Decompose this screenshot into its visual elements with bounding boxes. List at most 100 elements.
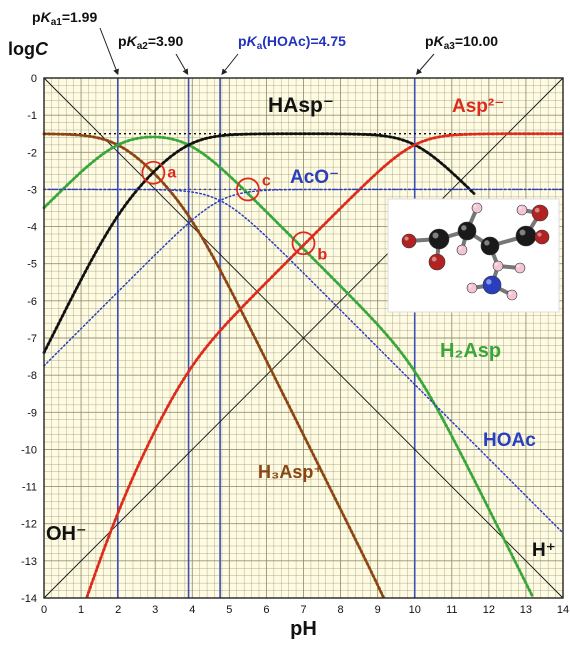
series-label-h: H⁺: [532, 540, 556, 561]
curve-dots-h3asp: [42, 132, 386, 600]
annotation-circle: [291, 231, 316, 256]
nitrogen-atom: [482, 275, 502, 295]
y-tick-label: -5: [27, 259, 37, 271]
y-tick-label: -8: [27, 370, 37, 382]
hydrogen-atom: [516, 204, 528, 216]
y-tick-label: -2: [27, 147, 37, 159]
atom-highlight: [461, 225, 467, 231]
atom-highlight: [534, 207, 540, 213]
hydrogen-atom: [514, 262, 526, 274]
series-label-oh: OH⁻: [46, 523, 87, 545]
hydrogen-atom: [471, 202, 483, 214]
curve-dots-hasp: [42, 132, 476, 355]
atom-highlight: [468, 284, 472, 288]
series-label-h2asp: H₂Asp: [440, 340, 501, 362]
reference-lines: [43, 77, 564, 599]
y-tick-label: -9: [27, 407, 37, 419]
pka-label: pKa2=3.90: [118, 33, 183, 52]
atom-highlight: [508, 291, 512, 295]
oxygen-atom: [428, 253, 446, 271]
x-tick-label: 9: [375, 604, 381, 616]
atom-highlight: [537, 232, 542, 237]
atom-highlight: [458, 246, 462, 250]
atom-highlight: [404, 236, 409, 241]
hydrogen-atom: [506, 289, 518, 301]
axis-titles: pH logC: [8, 39, 317, 640]
y-tick-label: -13: [21, 556, 37, 568]
atom-highlight: [519, 229, 526, 236]
carbon-atom: [480, 236, 500, 256]
atom-highlight: [473, 204, 477, 208]
oxygen-atom: [401, 233, 417, 249]
y-tick-labels: 0 -1 -2 -3 -4 -5 -6 -7 -8 -9 -10 -11 -12 -13 -14: [21, 73, 37, 605]
pka-arrow: [415, 53, 435, 75]
x-tick-label: 5: [226, 604, 232, 616]
x-tick-label: 13: [520, 604, 532, 616]
atom-highlight: [518, 206, 522, 210]
series-label-hasp: HAsp⁻: [268, 94, 334, 117]
y-tick-label: -12: [21, 519, 37, 531]
atom-highlight: [432, 232, 439, 239]
x-tick-label: 14: [557, 604, 569, 616]
x-tick-label: 10: [409, 604, 421, 616]
carbon-atom: [515, 225, 537, 247]
x-tick-label: 6: [263, 604, 269, 616]
x-tick-label: 12: [483, 604, 495, 616]
atom-highlight: [516, 264, 520, 268]
oh-minus-line: [43, 77, 564, 599]
hydrogen-atom: [456, 244, 468, 256]
series-label-asp2: Asp²⁻: [452, 96, 504, 117]
x-tick-label: 4: [189, 604, 195, 616]
y-axis-title: logC: [8, 39, 49, 59]
curve-hoac: [43, 188, 564, 534]
atom-highlight: [494, 262, 498, 266]
annotation-circle: [141, 160, 166, 185]
atom-highlight: [486, 279, 492, 285]
annotation-circle: [235, 177, 260, 202]
y-tick-label: -10: [21, 444, 37, 456]
series-label-aco: AcO⁻: [290, 167, 339, 188]
molecule-image: [387, 198, 560, 313]
annotation-label: a: [167, 165, 176, 182]
x-tick-label: 1: [78, 604, 84, 616]
hydrogen-atom: [492, 260, 504, 272]
series-label-h3asp: H₃Asp⁺: [258, 462, 323, 482]
y-tick-label: -4: [27, 222, 37, 234]
pka-label: pKa3=10.00: [425, 33, 498, 52]
annotation-label: b: [318, 246, 328, 263]
series-curves: [42, 132, 565, 600]
x-tick-label: 3: [152, 604, 158, 616]
y-tick-label: -1: [27, 110, 37, 122]
curve-aco: [43, 188, 564, 367]
oxygen-atom: [531, 204, 549, 222]
curve-dots-asp2: [85, 132, 565, 599]
hydrogen-atom: [466, 282, 478, 294]
atom-highlight: [484, 240, 490, 246]
x-tick-label: 11: [446, 604, 457, 616]
x-tick-label: 7: [300, 604, 306, 616]
y-tick-label: 0: [31, 73, 37, 85]
y-tick-label: -11: [22, 482, 37, 494]
x-tick-label: 0: [41, 604, 47, 616]
pka-labels: pKa1=1.99 pKa2=3.90 pKa(HOAc)=4.75 pKa3=10.…: [32, 9, 498, 76]
pka-label: pKa(HOAc)=4.75: [238, 33, 346, 52]
plot-frame: [43, 77, 564, 599]
carbon-atom: [457, 221, 477, 241]
pka-arrow: [99, 27, 119, 76]
x-tick-labels: 0 1 2 3 4 5 6 7 8 9 10 11 12 13 14: [41, 604, 569, 616]
series-label-hoac: HOAc: [483, 430, 536, 451]
atom-highlight: [431, 256, 437, 262]
x-tick-label: 8: [338, 604, 344, 616]
oxygen-atom: [534, 229, 550, 245]
curve-dots-h2asp: [42, 135, 535, 599]
annotations: a b c: [141, 160, 328, 263]
y-tick-label: -14: [21, 593, 37, 605]
x-tick-label: 2: [115, 604, 121, 616]
y-tick-label: -3: [27, 184, 37, 196]
pka-arrow: [221, 53, 239, 75]
carbon-atom: [428, 228, 450, 250]
y-tick-label: -7: [27, 333, 37, 345]
annotation-label: c: [262, 172, 271, 189]
